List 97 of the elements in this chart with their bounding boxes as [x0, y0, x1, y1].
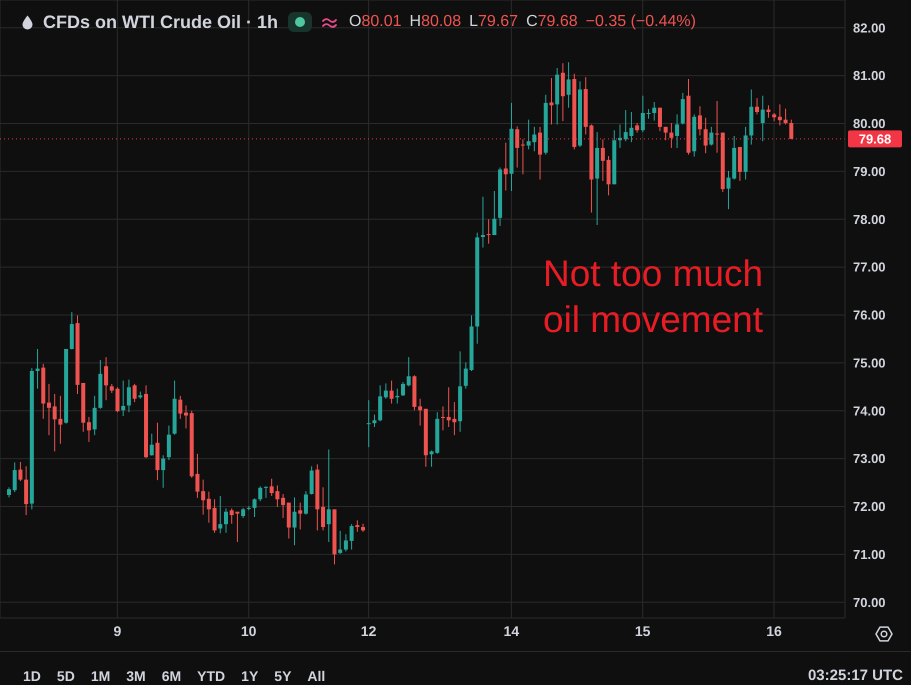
annotation: −0.35 (−0.44%) — [586, 13, 696, 31]
text: 3M — [125, 667, 147, 685]
candlestick — [126, 379, 131, 413]
annotation: H80.08 — [410, 13, 462, 30]
candlestick — [515, 126, 520, 168]
candlestick — [704, 117, 708, 154]
annotation: L79.67 — [469, 13, 518, 30]
candlestick — [18, 461, 22, 482]
candlestick — [538, 126, 542, 180]
x-tick-label: 14 — [504, 622, 520, 639]
y-tick-label: 72.00 — [853, 499, 886, 514]
candlestick — [560, 62, 565, 122]
candlestick — [304, 490, 308, 516]
annotation: Not too much oil movement — [543, 252, 764, 342]
y-tick-label: 76.00 — [853, 308, 886, 323]
candlestick — [310, 466, 314, 495]
candlestick — [36, 348, 40, 390]
candlestick — [669, 122, 674, 148]
candlestick — [766, 104, 770, 118]
candlestick — [258, 486, 262, 502]
text: 1M — [90, 667, 112, 685]
y-tick-label: 71.00 — [853, 546, 886, 562]
y-tick-label: 79.00 — [853, 164, 886, 179]
candlestick — [629, 112, 634, 143]
text: 1D — [22, 667, 42, 685]
candlestick — [664, 126, 668, 141]
candlestick — [658, 107, 662, 132]
text: 03:25:17 UTC — [808, 666, 903, 685]
candlestick — [355, 520, 360, 532]
text: 5D — [56, 667, 76, 685]
candlestick — [486, 218, 491, 244]
candlestick — [395, 388, 400, 404]
y-tick-label: 73.00 — [853, 451, 886, 466]
text: 1Y — [240, 667, 260, 685]
text: CFDs on WTI Crude Oil · 1h — [43, 12, 278, 32]
candlestick — [86, 416, 91, 442]
candlestick — [235, 511, 240, 542]
candlestick — [715, 100, 720, 154]
candlestick — [709, 126, 714, 146]
candlestick — [104, 356, 108, 401]
candlestick — [635, 122, 640, 134]
candlestick — [150, 433, 154, 456]
x-tick-label: 12 — [360, 622, 377, 639]
candlestick — [652, 101, 656, 122]
ref-line-label: 79.68 — [858, 131, 892, 146]
x-tick-label: 10 — [240, 622, 257, 639]
candlestick — [366, 400, 371, 448]
x-tick-label: 15 — [634, 622, 651, 639]
candlestick — [390, 380, 394, 404]
text: 6M — [160, 667, 182, 685]
annotation: O80.01 — [349, 13, 402, 30]
candlestick — [698, 106, 702, 136]
candlestick — [224, 508, 228, 534]
y-tick-label: 70.00 — [853, 594, 886, 610]
candlestick — [549, 78, 554, 125]
candlestick — [92, 395, 97, 436]
y-tick-label: 82.00 — [853, 20, 886, 36]
candlestick — [338, 530, 342, 554]
candlestick — [58, 395, 62, 444]
candlestick — [526, 119, 531, 150]
candlestick — [480, 196, 485, 248]
y-tick-label: 77.00 — [853, 260, 886, 275]
y-tick-label: 81.00 — [853, 68, 886, 84]
y-tick-label: 75.00 — [853, 355, 886, 370]
candlestick — [789, 119, 794, 140]
candlestick — [132, 383, 137, 403]
candlestick — [504, 142, 508, 192]
candlestick — [166, 425, 171, 461]
candlestick — [252, 498, 257, 518]
text: YTD — [196, 667, 226, 685]
candlestick — [384, 382, 388, 400]
annotation: C79.68 — [526, 13, 578, 30]
candlestick — [270, 478, 274, 496]
candlestick — [492, 190, 496, 236]
y-tick-label: 74.00 — [853, 403, 886, 418]
candlestick — [218, 495, 222, 534]
candlestick — [520, 138, 525, 175]
candlestick — [241, 507, 246, 518]
x-tick-label: 9 — [113, 622, 122, 639]
candlestick — [292, 496, 297, 546]
candlestick — [378, 384, 382, 422]
candlestick — [532, 126, 536, 152]
candlestick — [230, 508, 234, 524]
candlestick — [675, 114, 680, 148]
candlestick — [264, 486, 268, 498]
candlestick — [566, 62, 571, 108]
text: 5Y — [273, 667, 292, 685]
candlestick — [121, 380, 126, 416]
candlestick — [326, 449, 331, 542]
candlestick — [755, 98, 760, 115]
candlestick — [161, 454, 166, 488]
y-tick-label: 78.00 — [853, 212, 886, 227]
candlestick — [760, 95, 765, 142]
x-tick-label: 16 — [766, 622, 782, 639]
candlestick — [430, 450, 434, 468]
text: All — [306, 667, 326, 685]
y-tick-label: 80.00 — [853, 116, 886, 132]
